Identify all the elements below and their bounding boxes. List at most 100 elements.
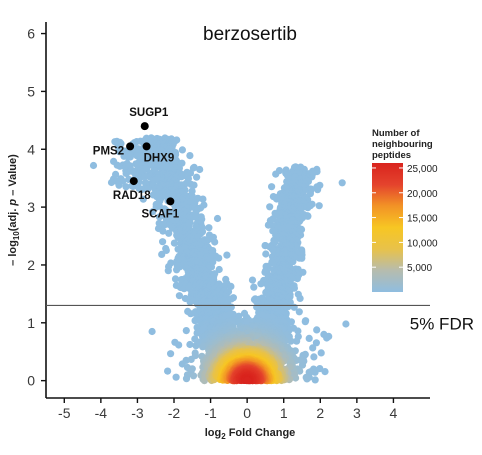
data-point bbox=[122, 183, 130, 191]
data-point bbox=[311, 376, 319, 384]
gene-point bbox=[140, 122, 149, 131]
x-tick-label: -3 bbox=[131, 405, 144, 421]
data-point bbox=[89, 161, 98, 170]
data-point bbox=[257, 280, 265, 288]
data-point bbox=[186, 152, 194, 160]
data-point bbox=[186, 340, 194, 349]
data-point bbox=[312, 339, 320, 347]
x-tick-label: 2 bbox=[316, 405, 324, 421]
data-point bbox=[287, 337, 295, 345]
data-point bbox=[273, 195, 281, 203]
data-point bbox=[320, 330, 328, 338]
gene-label: RAD18 bbox=[113, 190, 151, 202]
data-point bbox=[164, 367, 172, 375]
colorbar-title-line: peptides bbox=[372, 150, 411, 161]
x-tick-label: -4 bbox=[95, 405, 108, 421]
colorbar-tick-label: 25,000 bbox=[407, 164, 438, 175]
data-point bbox=[172, 373, 180, 381]
gene-point bbox=[166, 197, 175, 206]
data-point bbox=[302, 373, 310, 381]
gene-point bbox=[126, 142, 135, 151]
data-point bbox=[243, 376, 251, 384]
data-point bbox=[321, 368, 329, 376]
y-axis-title: – log10(adj. p – Value) bbox=[7, 154, 21, 266]
data-point bbox=[158, 250, 166, 258]
data-point bbox=[314, 186, 322, 194]
data-point bbox=[159, 238, 167, 246]
x-tick-label: 4 bbox=[390, 405, 398, 421]
y-tick-label: 2 bbox=[27, 257, 35, 273]
data-points bbox=[89, 134, 350, 385]
gene-label: SCAF1 bbox=[141, 208, 179, 220]
x-axis-title: log2 Fold Change bbox=[205, 427, 296, 441]
data-point bbox=[264, 221, 272, 229]
colorbar bbox=[372, 163, 403, 292]
data-point bbox=[342, 320, 350, 328]
data-point bbox=[196, 165, 204, 174]
data-point bbox=[189, 372, 198, 380]
data-point bbox=[175, 341, 183, 349]
y-tick-label: 3 bbox=[27, 199, 35, 215]
data-point bbox=[268, 183, 276, 191]
x-tick-label: 3 bbox=[353, 405, 361, 421]
y-tick-label: 1 bbox=[27, 315, 35, 331]
data-point bbox=[191, 352, 199, 360]
data-point bbox=[186, 169, 195, 177]
data-point bbox=[338, 179, 346, 187]
data-point bbox=[165, 229, 173, 237]
y-tick-label: 5 bbox=[27, 83, 35, 99]
highlighted-genes: SUGP1 PMS2 DHX9 RAD18 SCAF1 bbox=[93, 107, 180, 220]
data-point bbox=[167, 350, 175, 358]
colorbar-tick-label: 5,000 bbox=[407, 263, 432, 274]
data-point bbox=[213, 214, 222, 223]
x-tick-label: -1 bbox=[204, 405, 217, 421]
data-point bbox=[272, 170, 280, 178]
data-point bbox=[215, 254, 223, 262]
data-point bbox=[199, 195, 207, 203]
data-point bbox=[295, 308, 303, 316]
data-point bbox=[115, 148, 123, 156]
data-point bbox=[305, 334, 313, 342]
data-point bbox=[301, 318, 309, 326]
data-point bbox=[296, 294, 304, 302]
data-point bbox=[215, 265, 223, 274]
colorbar-tick-label: 20,000 bbox=[407, 189, 438, 200]
data-point bbox=[144, 185, 152, 193]
data-point bbox=[190, 181, 198, 189]
data-point bbox=[193, 173, 201, 181]
y-tick-label: 0 bbox=[27, 373, 35, 389]
data-point bbox=[171, 275, 180, 283]
chart-title: berzosertib bbox=[203, 24, 297, 45]
data-point bbox=[315, 202, 323, 210]
y-tick-label: 4 bbox=[27, 141, 35, 157]
gene-label: PMS2 bbox=[93, 145, 124, 157]
data-point bbox=[148, 327, 156, 336]
data-point bbox=[211, 238, 219, 246]
gene-point bbox=[142, 142, 151, 151]
gene-label: SUGP1 bbox=[129, 107, 169, 119]
data-point bbox=[182, 327, 190, 335]
colorbar-tick-label: 10,000 bbox=[407, 238, 438, 249]
data-point bbox=[248, 276, 257, 284]
data-point bbox=[205, 224, 213, 232]
x-tick-label: -2 bbox=[168, 405, 181, 421]
data-point bbox=[115, 181, 123, 189]
data-point bbox=[293, 337, 301, 345]
data-point bbox=[172, 151, 180, 159]
colorbar-title-line: neighbouring bbox=[372, 139, 433, 150]
fdr-threshold: 5% FDR bbox=[46, 304, 474, 333]
data-point bbox=[159, 227, 167, 235]
data-point bbox=[178, 146, 186, 154]
gene-label: DHX9 bbox=[144, 152, 175, 164]
data-point bbox=[309, 344, 317, 352]
x-tick-label: 1 bbox=[280, 405, 288, 421]
axes: -5 -4 -3 -2 -1 0 1 2 3 4 0 1 2 3 4 5 6 log2 Fold Change – … bbox=[7, 22, 430, 441]
data-point bbox=[266, 203, 274, 211]
data-point bbox=[188, 365, 196, 373]
gene-point bbox=[129, 177, 138, 186]
data-point bbox=[173, 266, 181, 274]
data-point bbox=[250, 283, 258, 291]
data-point bbox=[310, 353, 318, 361]
